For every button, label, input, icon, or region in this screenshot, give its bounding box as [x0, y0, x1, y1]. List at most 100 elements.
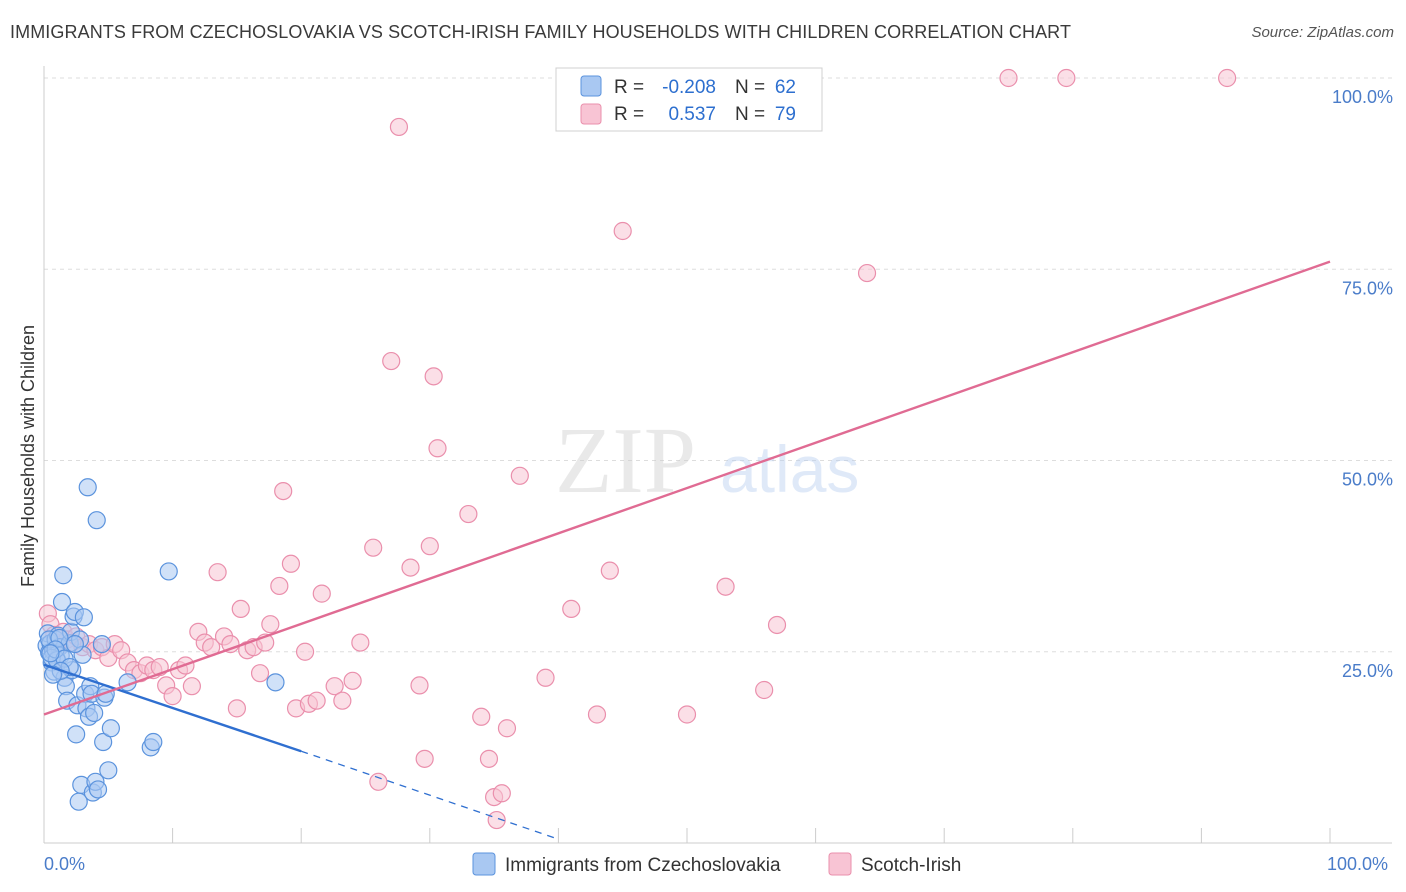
point-scotch-irish-40 [270, 576, 289, 596]
point-scotch-irish-55 [389, 117, 409, 137]
point-scotch-irish-61 [428, 439, 447, 458]
point-czechoslovakia-49 [159, 562, 178, 581]
point-scotch-irish-53 [369, 772, 388, 791]
point-czechoslovakia-39 [88, 780, 108, 799]
point-scotch-irish-80 [1057, 68, 1076, 88]
trend-lines [43, 260, 1331, 840]
point-scotch-irish-77 [767, 615, 787, 635]
point-scotch-irish-68 [510, 466, 529, 485]
y-tick-labels: 25.0% 50.0% 75.0% 100.0% [1332, 87, 1393, 681]
point-scotch-irish-34 [231, 599, 250, 619]
point-scotch-irish-33 [227, 699, 246, 718]
point-scotch-irish-82 [487, 810, 506, 830]
legend-r-value-pink: 0.537 [668, 104, 716, 125]
point-scotch-irish-74 [677, 705, 697, 724]
series-czechoslovakia [37, 478, 285, 811]
trend-line-czechoslovakia [43, 663, 302, 753]
point-scotch-irish-30 [208, 563, 227, 582]
series-legend-label-pink: Scotch-Irish [861, 855, 961, 876]
point-czechoslovakia-45 [101, 719, 120, 738]
series-legend: Immigrants from Czechoslovakia Scotch-Ir… [472, 852, 961, 876]
x-tick-label-100: 100.0% [1327, 854, 1388, 874]
point-czechoslovakia-12 [52, 592, 72, 612]
legend-n-value-blue: 62 [775, 77, 796, 98]
legend-r-label-pink: R = [614, 104, 644, 125]
point-czechoslovakia-13 [54, 566, 73, 585]
source-label: Source: ZipAtlas.com [1251, 24, 1394, 41]
point-scotch-irish-50 [343, 671, 362, 690]
legend-swatch-blue [580, 75, 602, 97]
legend-n-label-pink: N = [735, 104, 765, 125]
point-czechoslovakia-44 [99, 761, 118, 780]
axes [43, 66, 1392, 844]
y-tick-label-1: 50.0% [1342, 470, 1393, 490]
series-legend-label-blue: Immigrants from Czechoslovakia [505, 855, 781, 876]
point-scotch-irish-63 [472, 707, 491, 726]
y-tick-label-0: 25.0% [1342, 661, 1393, 681]
legend-r-label-blue: R = [614, 77, 644, 98]
y-axis-label: Family Households with Children [18, 325, 38, 587]
x-tick-label-0: 0.0% [44, 854, 85, 874]
point-scotch-irish-67 [497, 719, 517, 738]
point-scotch-irish-64 [479, 749, 499, 768]
point-scotch-irish-47 [312, 584, 331, 603]
point-scotch-irish-78 [857, 263, 877, 283]
point-czechoslovakia-61 [41, 644, 60, 663]
point-czechoslovakia-22 [67, 725, 86, 744]
point-scotch-irish-76 [755, 680, 774, 700]
point-czechoslovakia-31 [78, 478, 97, 497]
point-scotch-irish-60 [424, 367, 443, 386]
point-scotch-irish-79 [999, 68, 1018, 88]
legend-swatch-pink [580, 103, 602, 125]
point-scotch-irish-72 [600, 561, 619, 580]
series-legend-swatch-blue [472, 852, 496, 876]
point-scotch-irish-54 [382, 351, 401, 371]
point-scotch-irish-39 [261, 615, 280, 634]
trend-line-scotch-irish [43, 260, 1331, 716]
stats-legend: R = -0.208 N = 62 R = 0.537 N = 79 [555, 67, 823, 132]
point-czechoslovakia-41 [94, 732, 113, 752]
point-scotch-irish-66 [492, 784, 511, 803]
point-scotch-irish-62 [459, 504, 478, 524]
watermark-zip: ZIP [555, 409, 696, 513]
point-scotch-irish-81 [1218, 68, 1237, 88]
point-scotch-irish-48 [325, 677, 344, 696]
chart-title: IMMIGRANTS FROM CZECHOSLOVAKIA VS SCOTCH… [10, 22, 1072, 42]
point-scotch-irish-71 [587, 705, 607, 724]
point-scotch-irish-49 [333, 691, 352, 710]
point-scotch-irish-58 [415, 749, 434, 768]
watermark: ZIP atlas [555, 409, 859, 513]
trend-line-czechoslovakia-extension [300, 750, 559, 840]
point-scotch-irish-59 [420, 537, 439, 556]
point-czechoslovakia-28 [74, 608, 93, 627]
point-scotch-irish-37 [250, 664, 270, 683]
point-scotch-irish-57 [410, 676, 429, 695]
point-czechoslovakia-48 [144, 732, 163, 752]
point-scotch-irish-44 [295, 642, 315, 661]
point-scotch-irish-41 [274, 482, 293, 501]
point-czechoslovakia-40 [92, 634, 111, 654]
grid [44, 77, 1392, 653]
point-scotch-irish-70 [562, 599, 581, 619]
legend-r-value-blue: -0.208 [662, 77, 716, 98]
point-scotch-irish-26 [182, 677, 201, 696]
series-legend-swatch-pink [828, 852, 852, 876]
point-scotch-irish-69 [536, 668, 555, 687]
legend-n-value-pink: 79 [775, 104, 796, 125]
point-czechoslovakia-38 [87, 511, 106, 530]
point-czechoslovakia-36 [85, 703, 104, 723]
point-scotch-irish-51 [351, 633, 370, 652]
point-scotch-irish-23 [163, 687, 182, 706]
point-czechoslovakia-60 [65, 634, 84, 654]
point-czechoslovakia-50 [266, 673, 285, 692]
point-scotch-irish-56 [401, 558, 420, 577]
y-tick-label-2: 75.0% [1342, 278, 1393, 298]
point-scotch-irish-52 [364, 538, 383, 557]
point-scotch-irish-75 [716, 577, 735, 596]
point-scotch-irish-46 [307, 691, 326, 710]
y-tick-label-3: 100.0% [1332, 87, 1393, 107]
point-scotch-irish-73 [613, 221, 632, 241]
legend-n-label-blue: N = [735, 77, 765, 98]
point-scotch-irish-42 [281, 554, 301, 573]
